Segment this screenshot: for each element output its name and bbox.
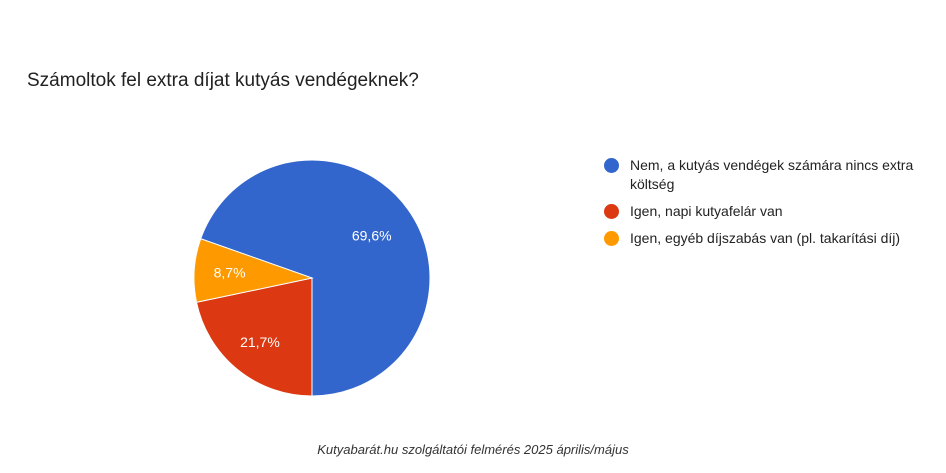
pie-slice-3 <box>193 238 314 303</box>
legend-swatch-1 <box>604 158 619 173</box>
legend-swatch-3 <box>604 231 619 246</box>
chart-title: Számoltok fel extra díjat kutyás vendége… <box>27 70 419 91</box>
legend-label-3: Igen, egyéb díjszabás van (pl. takarítás… <box>630 230 901 246</box>
pie-slice-2 <box>195 277 313 397</box>
slice-value-label-2: 21,7% <box>240 334 280 350</box>
legend-item-3: Igen, egyéb díjszabás van (pl. takarítás… <box>604 229 924 248</box>
pie-slice-1 <box>200 159 431 397</box>
source-caption: Kutyabarát.hu szolgáltatói felmérés 2025… <box>317 442 629 457</box>
legend-label-2: Igen, napi kutyafelár van <box>630 203 783 219</box>
slice-value-label-1: 69,6% <box>352 228 392 244</box>
legend-label-1: Nem, a kutyás vendégek számára nincs ext… <box>630 157 914 192</box>
chart-legend: Nem, a kutyás vendégek számára nincs ext… <box>604 156 924 256</box>
legend-item-2: Igen, napi kutyafelár van <box>604 202 924 221</box>
slice-value-label-3: 8,7% <box>214 265 246 281</box>
legend-swatch-2 <box>604 204 619 219</box>
legend-item-1: Nem, a kutyás vendégek számára nincs ext… <box>604 156 924 194</box>
